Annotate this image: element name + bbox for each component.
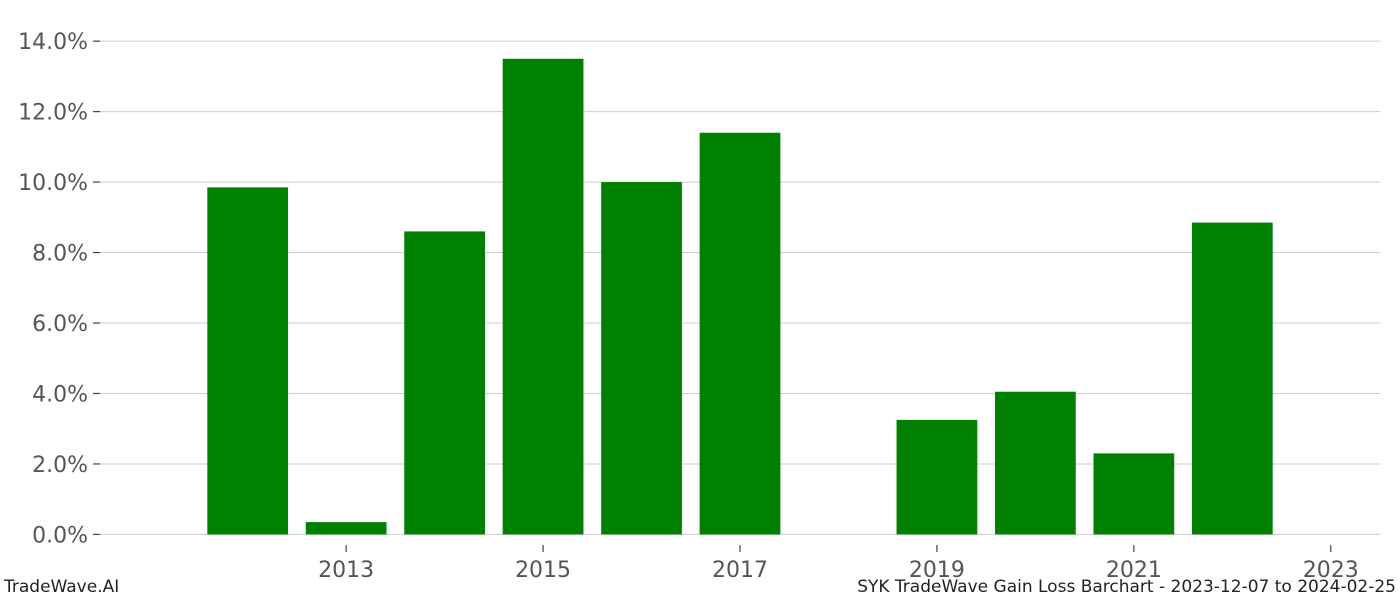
- y-tick-label: 2.0%: [32, 453, 88, 478]
- bar: [897, 420, 978, 535]
- footer-right-text: SYK TradeWave Gain Loss Barchart - 2023-…: [857, 577, 1396, 597]
- y-tick-label: 0.0%: [32, 523, 88, 548]
- barchart-container: 0.0% 2.0% 4.0% 6.0% 8.0% 10.0% 12.0% 14.0% 2013 2…: [0, 0, 1400, 600]
- y-tick-label: 6.0%: [32, 312, 88, 337]
- x-tick-label: 2015: [515, 558, 571, 583]
- barchart-svg: 0.0% 2.0% 4.0% 6.0% 8.0% 10.0% 12.0% 14.0% 2013 2…: [0, 0, 1400, 600]
- bar: [503, 59, 584, 535]
- bar: [1093, 453, 1174, 534]
- x-tick-label: 2013: [318, 558, 374, 583]
- y-tick-label: 14.0%: [18, 30, 88, 55]
- bar: [700, 133, 781, 535]
- y-tick-label: 10.0%: [18, 171, 88, 196]
- y-tick-label: 12.0%: [18, 101, 88, 126]
- bar: [306, 522, 387, 534]
- bar: [207, 187, 288, 534]
- x-tick-label: 2017: [712, 558, 768, 583]
- bar: [1192, 223, 1273, 535]
- y-tick-label: 8.0%: [32, 242, 88, 267]
- bar: [601, 182, 682, 534]
- bar: [404, 231, 485, 534]
- y-tick-label: 4.0%: [32, 382, 88, 407]
- footer-left-text: TradeWave.AI: [3, 577, 119, 597]
- bar: [995, 392, 1076, 535]
